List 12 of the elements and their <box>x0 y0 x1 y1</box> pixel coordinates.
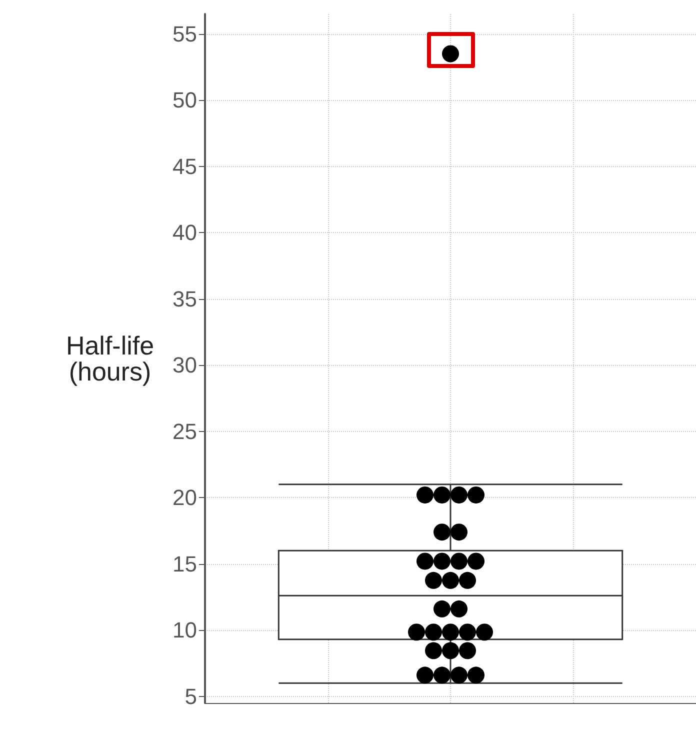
y-tick-label: 50 <box>172 88 197 113</box>
y-tick-label: 15 <box>172 551 197 576</box>
y-tick-label: 25 <box>172 418 197 444</box>
y-tick-label: 20 <box>172 485 197 510</box>
y-tick-label: 30 <box>172 352 197 378</box>
y-tick-label: 10 <box>172 618 197 643</box>
y-tick-label: 40 <box>172 220 197 246</box>
y-tick-label: 5 <box>184 684 197 709</box>
y-tick-label: 45 <box>172 154 197 179</box>
y-tick-label: 35 <box>172 286 197 312</box>
y-tick-label: 55 <box>172 21 197 46</box>
y-axis-title: Half-life (hours) <box>66 330 154 386</box>
